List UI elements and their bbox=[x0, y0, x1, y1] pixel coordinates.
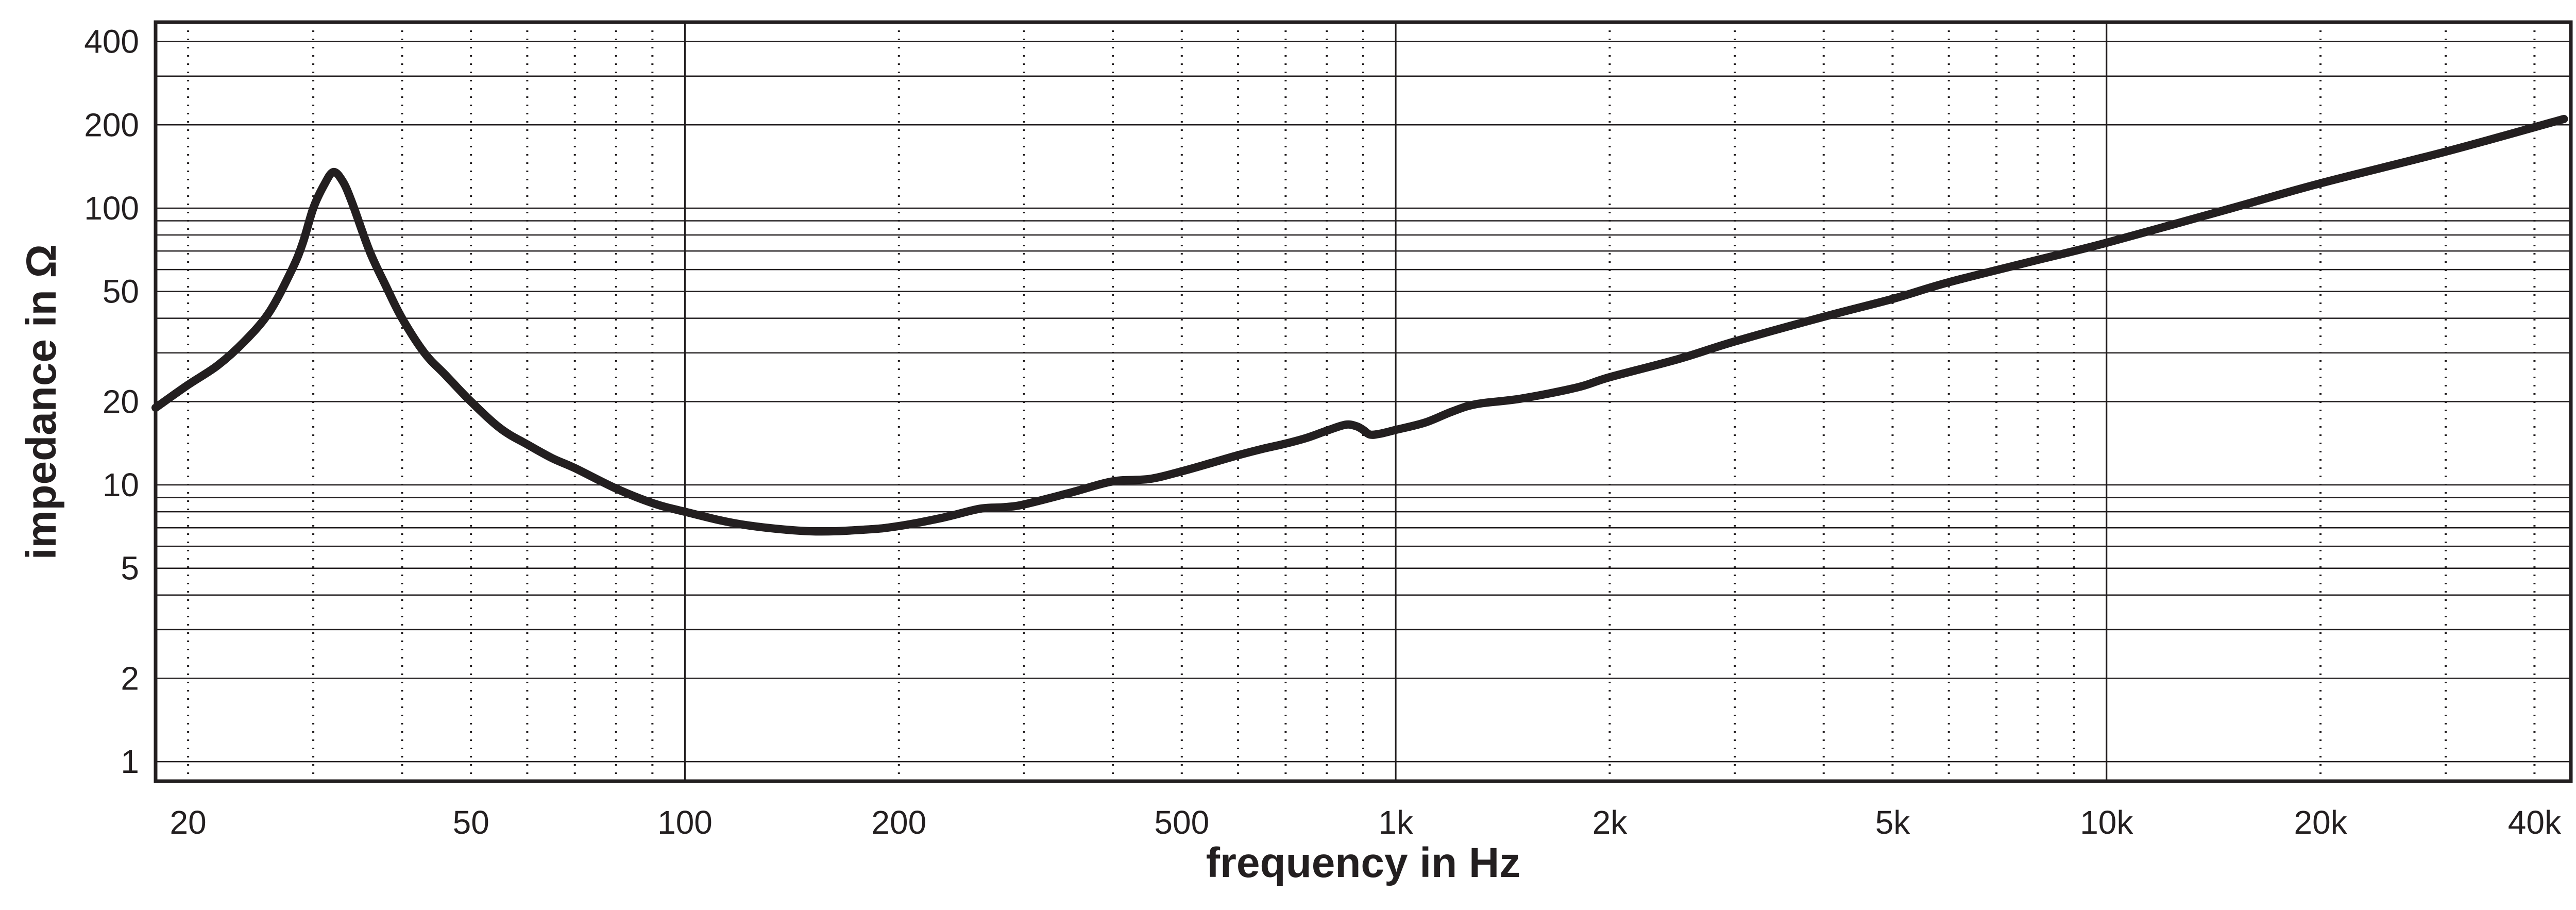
x-axis-label: frequency in Hz bbox=[1206, 839, 1521, 886]
x-tick-labels: 20 50 100 200 500 1k 2k 5k 10k 20k 40k bbox=[170, 804, 2562, 841]
y-tick-labels: 1 2 5 10 20 50 100 200 400 bbox=[84, 23, 139, 780]
x-tick-label: 20 bbox=[170, 804, 207, 841]
y-tick-label: 200 bbox=[84, 106, 139, 143]
x-tick-label: 2k bbox=[1592, 804, 1628, 841]
x-tick-label: 100 bbox=[657, 804, 713, 841]
y-tick-label: 50 bbox=[103, 273, 139, 310]
impedance-curve-layer bbox=[151, 114, 2568, 536]
x-tick-label: 20k bbox=[2294, 804, 2348, 841]
x-tick-label: 5k bbox=[1875, 804, 1911, 841]
x-tick-label: 50 bbox=[453, 804, 489, 841]
x-tick-label: 10k bbox=[2080, 804, 2133, 841]
grid-lines bbox=[156, 22, 2571, 781]
y-tick-label: 100 bbox=[84, 190, 139, 227]
y-tick-label: 20 bbox=[103, 383, 139, 420]
y-tick-label: 400 bbox=[84, 23, 139, 60]
impedance-curve bbox=[151, 114, 2568, 536]
y-axis-label: impedance in Ω bbox=[18, 244, 65, 560]
x-tick-label: 1k bbox=[1378, 804, 1414, 841]
y-tick-label: 1 bbox=[121, 743, 139, 780]
x-tick-label: 500 bbox=[1154, 804, 1209, 841]
y-tick-label: 10 bbox=[103, 466, 139, 503]
x-tick-label: 40k bbox=[2508, 804, 2562, 841]
x-tick-label: 200 bbox=[871, 804, 926, 841]
y-tick-label: 2 bbox=[121, 660, 139, 697]
plot-frame bbox=[154, 20, 2573, 783]
y-tick-label: 5 bbox=[121, 550, 139, 587]
